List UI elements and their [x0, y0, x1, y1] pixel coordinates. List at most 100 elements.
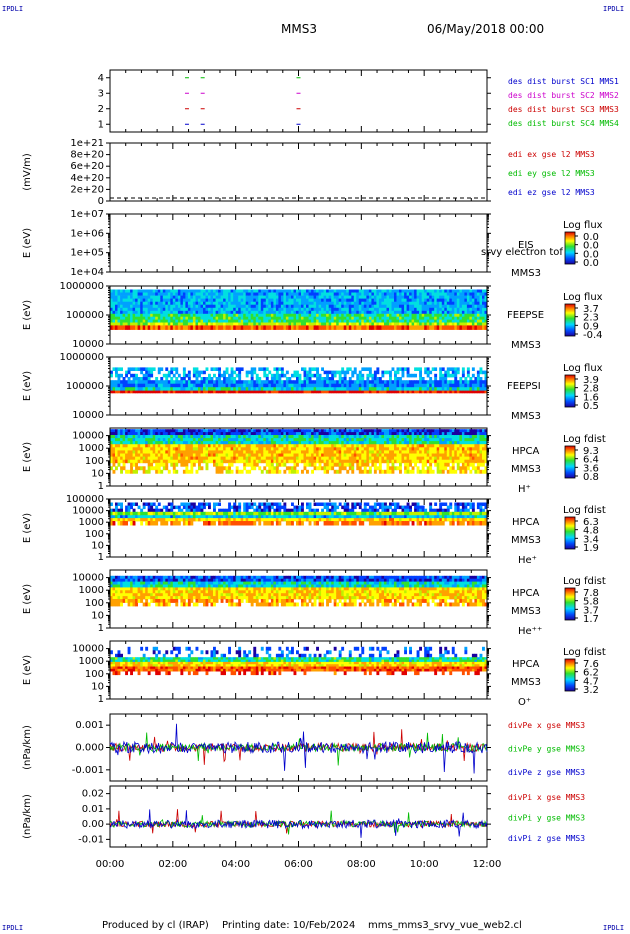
x-tick-label: 10:00	[410, 859, 439, 870]
series-line	[109, 810, 488, 835]
y-tick-label: 10	[91, 610, 104, 621]
footer-printing-date: Printing date: 10/Feb/2024	[222, 920, 356, 931]
y-tick-label: 100	[85, 529, 104, 540]
spacecraft-name: MMS3	[511, 411, 541, 422]
colorbar-tick-label: 4.7	[583, 676, 599, 687]
legend-entry: des dist burst SC3 MMS3	[508, 105, 619, 114]
species-label: He⁺	[518, 555, 537, 566]
y-tick-label: 1000000	[59, 281, 104, 292]
instrument-note: srvy electron tof	[481, 247, 563, 258]
y-tick-label: 2e+20	[70, 184, 104, 195]
colorbar-tick-label: 3.4	[583, 534, 599, 545]
y-tick-label: 100000	[66, 310, 104, 321]
colorbar-tick-label: 3.6	[583, 463, 599, 474]
colorbar-tick-label: 2.8	[583, 384, 599, 395]
colorbar-tick-label: 0.0	[583, 249, 599, 260]
colorbar-title: Log fdist	[563, 576, 606, 587]
x-tick-label: 04:00	[221, 859, 250, 870]
colorbar	[564, 516, 576, 550]
y-tick-label: 1e+05	[70, 248, 104, 259]
colorbar	[564, 374, 576, 408]
y-axis-label: E (eV)	[22, 228, 33, 258]
y-axis-label: E (eV)	[22, 300, 33, 330]
colorbar-tick-label: 7.6	[583, 659, 599, 670]
species-label: He⁺⁺	[518, 626, 542, 637]
legend-entry: edi ex gse l2 MMS3	[508, 150, 595, 159]
colorbar-title: Log fdist	[563, 647, 606, 658]
legend-entry: edi ey gse l2 MMS3	[508, 169, 595, 178]
spacecraft-name: MMS3	[511, 340, 541, 351]
spacecraft-name: MMS3	[511, 535, 541, 546]
x-tick-label: 02:00	[158, 859, 187, 870]
instrument-name: HPCA	[512, 659, 540, 670]
y-tick-label: 8e+20	[70, 150, 104, 161]
colorbar-tick-label: 3.7	[583, 304, 599, 315]
y-tick-label: 1	[98, 552, 104, 563]
colorbar-tick-label: 0.0	[583, 232, 599, 243]
colorbar	[564, 587, 576, 621]
spacecraft-name: MMS3	[511, 606, 541, 617]
spectrogram	[110, 502, 488, 526]
y-tick-label: 1	[98, 694, 104, 705]
colorbar-tick-label: 0.0	[583, 258, 599, 269]
instrument-name: FEEPSE	[507, 310, 544, 321]
y-axis-label: (nPa/km)	[22, 725, 33, 770]
colorbar-tick-label: 6.4	[583, 455, 599, 466]
y-tick-label: 6e+20	[70, 161, 104, 172]
colorbar-tick-label: 9.3	[583, 446, 599, 457]
colorbar-tick-label: 5.8	[583, 597, 599, 608]
y-tick-label: -0.01	[78, 834, 104, 845]
y-axis-label: E (eV)	[22, 513, 33, 543]
y-axis-label: (nPa/km)	[22, 794, 33, 839]
colorbar-tick-label: 0.5	[583, 401, 599, 412]
colorbar-tick-label: 3.9	[583, 375, 599, 386]
corner-label-top-left: IPDLI	[2, 5, 24, 13]
colorbar-title: Log flux	[563, 292, 603, 303]
spacecraft-name: MMS3	[511, 464, 541, 475]
y-axis-label: (mV/m)	[22, 153, 33, 191]
legend-entry: divPe x gse MMS3	[508, 721, 585, 730]
y-tick-label: 100000	[66, 381, 104, 392]
instrument-name: HPCA	[512, 588, 540, 599]
corner-label-bottom-left: IPDLI	[2, 924, 24, 932]
spacecraft-name: MMS3	[511, 268, 541, 279]
y-tick-label: 4	[98, 73, 104, 84]
y-tick-label: 1	[98, 623, 104, 634]
y-tick-label: 1e+21	[70, 138, 104, 149]
legend-entry: divPi x gse MMS3	[508, 793, 585, 802]
y-tick-label: 0	[98, 196, 104, 207]
footer-filename: mms_mms3_srvy_vue_web2.cl	[368, 920, 522, 931]
legend-entry: divPi z gse MMS3	[508, 834, 585, 843]
legend-entry: des dist burst SC1 MMS1	[508, 77, 619, 86]
colorbar-tick-label: 6.3	[583, 517, 599, 528]
y-tick-label: 1000	[79, 585, 104, 596]
y-tick-label: 0.000	[75, 743, 104, 754]
y-axis-label: E (eV)	[22, 584, 33, 614]
legend-entry: des dist burst SC2 MMS2	[508, 91, 619, 100]
y-tick-label: 10	[91, 681, 104, 692]
colorbar-tick-label: 3.7	[583, 605, 599, 616]
panel-frame	[109, 69, 488, 133]
y-tick-label: 0.001	[75, 720, 104, 731]
y-tick-label: 100	[85, 669, 104, 680]
x-tick-label: 08:00	[347, 859, 376, 870]
y-tick-label: 1000	[79, 443, 104, 454]
y-axis-label: E (eV)	[22, 442, 33, 472]
plot-date: 06/May/2018 00:00	[427, 22, 545, 36]
corner-label-top-right: IPDLI	[603, 5, 625, 13]
colorbar-tick-label: 6.2	[583, 668, 599, 679]
y-tick-label: 10000	[72, 644, 104, 655]
y-tick-label: 10000	[72, 506, 104, 517]
series-line	[109, 732, 488, 766]
y-tick-label: 100	[85, 456, 104, 467]
y-tick-label: 0.00	[82, 819, 104, 830]
colorbar-tick-label: 1.7	[583, 614, 599, 625]
colorbar-tick-label: 7.8	[583, 588, 599, 599]
y-tick-label: 1000	[79, 517, 104, 528]
colorbar-title: Log flux	[563, 363, 603, 374]
y-tick-label: 10000	[72, 339, 104, 350]
y-tick-label: 10000	[72, 573, 104, 584]
colorbar-tick-label: 2.3	[583, 313, 599, 324]
y-axis-label: E (eV)	[22, 371, 33, 401]
colorbar-title: Log flux	[563, 220, 603, 231]
